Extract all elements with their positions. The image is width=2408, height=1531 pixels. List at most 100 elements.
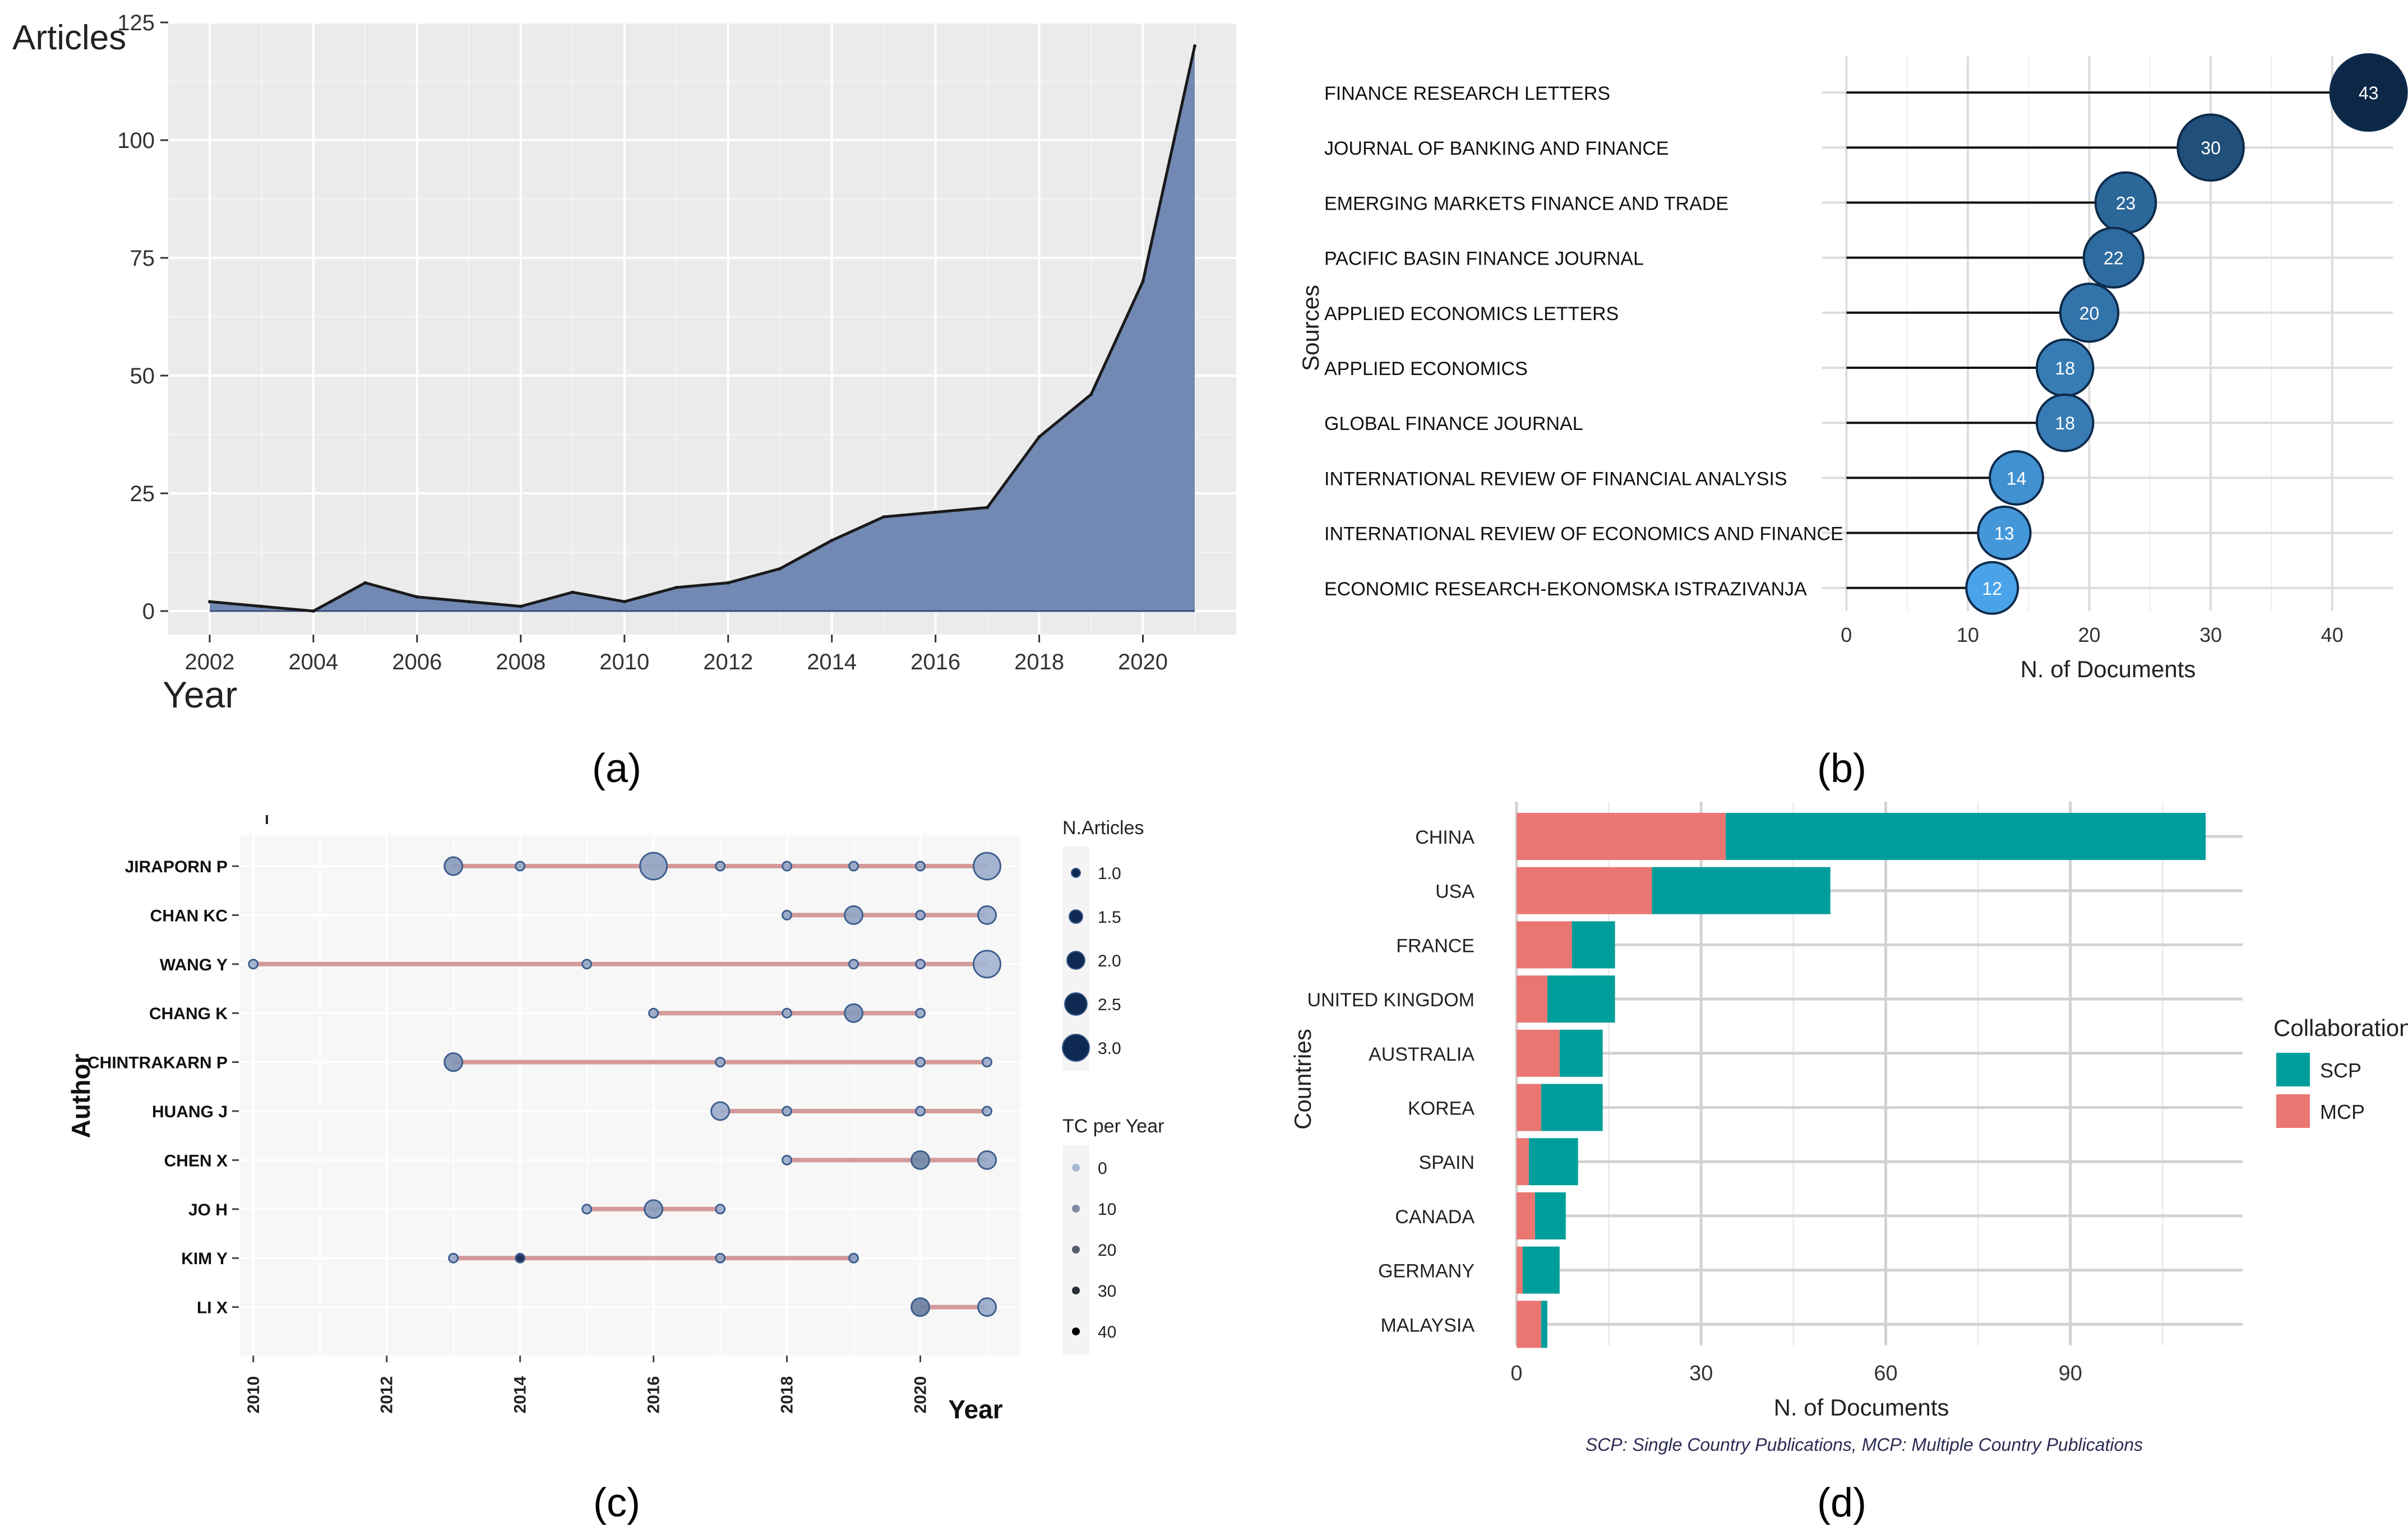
production-point — [782, 1154, 793, 1165]
data-label: 12 — [1982, 579, 2002, 599]
y-axis-title: Author — [66, 1054, 95, 1139]
production-point — [644, 1199, 664, 1219]
production-point — [715, 861, 726, 872]
bar-scp — [1541, 1084, 1603, 1131]
legend-articles-key — [1062, 1034, 1090, 1062]
author-label: CHANG K — [149, 1005, 228, 1023]
data-point — [674, 586, 678, 589]
legend-tc-key — [1072, 1205, 1080, 1213]
production-point — [848, 1252, 859, 1264]
country-label: SPAIN — [1418, 1152, 1475, 1173]
data-label: 30 — [2201, 138, 2221, 158]
production-point — [844, 905, 864, 925]
x-axis-title: Year — [948, 1395, 1002, 1424]
x-tick-label: 40 — [2321, 623, 2344, 646]
production-point — [977, 1297, 997, 1317]
x-tick-label: 20 — [2078, 623, 2100, 646]
production-point — [782, 909, 793, 921]
y-tick-label: 75 — [130, 246, 155, 271]
production-point — [977, 905, 997, 925]
bar-scp — [1528, 1138, 1578, 1186]
legend-title: Collaboration — [2273, 1015, 2408, 1041]
production-point — [782, 1007, 793, 1019]
legend-key-mcp — [2276, 1094, 2310, 1128]
data-point — [933, 510, 937, 514]
bar-scp — [1572, 921, 1615, 969]
legend-articles-label: 2.0 — [1098, 952, 1121, 970]
bar-mcp — [1517, 1138, 1529, 1186]
legend-articles-key — [1069, 909, 1083, 924]
production-point — [581, 1204, 593, 1215]
production-point — [915, 861, 926, 872]
x-tick-label: 2018 — [778, 1376, 797, 1414]
bar-scp — [1726, 813, 2206, 860]
lollipop-point — [2176, 113, 2245, 182]
bar-mcp — [1517, 813, 1726, 860]
author-label: CHINTRAKARN P — [87, 1054, 228, 1072]
lollipop-point — [1989, 450, 2044, 506]
bar-scp — [1559, 1029, 1603, 1077]
country-label: UNITED KINGDOM — [1307, 989, 1475, 1011]
data-point — [260, 604, 264, 608]
data-label: 13 — [1994, 524, 2014, 544]
bar-mcp — [1517, 1192, 1535, 1239]
data-point — [415, 595, 419, 599]
source-label: PACIFIC BASIN FINANCE JOURNAL — [1324, 248, 1644, 270]
panel-label-d: (d) — [1817, 1481, 1866, 1525]
panel-a-area-chart: 0 25 50 75 100 125 2002 2004 2006 2008 2010 2012 201… — [12, 11, 1236, 715]
data-point — [571, 590, 575, 594]
data-point — [830, 539, 834, 542]
legend-articles-label: 1.0 — [1098, 864, 1121, 883]
data-point — [1089, 392, 1093, 396]
legend-tc-label: 0 — [1098, 1159, 1107, 1178]
x-tick-label: 60 — [1874, 1362, 1897, 1385]
data-point — [207, 600, 211, 604]
x-tick-label: 2016 — [910, 650, 960, 674]
y-tick-label: 50 — [130, 364, 155, 388]
legend-tc-key — [1072, 1287, 1080, 1294]
bar-scp — [1535, 1192, 1566, 1239]
data-point — [622, 600, 626, 604]
x-tick-label: 0 — [1841, 623, 1852, 646]
bar-mcp — [1517, 921, 1572, 969]
area-line — [209, 45, 1196, 613]
x-tick-label: 2008 — [496, 650, 546, 674]
production-point — [248, 959, 259, 970]
bar-mcp — [1517, 1246, 1523, 1294]
data-label: 14 — [2007, 468, 2027, 488]
author-label: HUANG J — [152, 1103, 228, 1121]
country-label: KOREA — [1408, 1098, 1475, 1120]
country-label: CHINA — [1415, 827, 1475, 848]
panel-b-lollipop-chart: 0 10 20 30 40 FINANCE RESEARCH LETTERS JOURNAL… — [1297, 53, 2408, 682]
bar-scp — [1522, 1246, 1560, 1294]
lollipop-point — [2035, 393, 2095, 452]
x-tick-label: 30 — [1689, 1362, 1713, 1385]
y-tick-label: 25 — [130, 482, 155, 506]
x-axis-title: N. of Documents — [1774, 1394, 1949, 1421]
lollipop-point — [2059, 283, 2120, 343]
area-fill — [209, 46, 1195, 611]
x-tick-label: 2010 — [244, 1376, 263, 1414]
lollipop-point — [1977, 505, 2032, 561]
source-label: INTERNATIONAL REVIEW OF FINANCIAL ANALYS… — [1324, 468, 1787, 489]
legend-tc-key — [1072, 1164, 1080, 1172]
author-label: JIRAPORN P — [125, 858, 228, 876]
production-point — [848, 959, 859, 970]
legend-tc-label: 30 — [1098, 1282, 1116, 1301]
bar-mcp — [1517, 1029, 1560, 1077]
production-point — [910, 1150, 931, 1170]
x-axis-title: Year — [163, 674, 237, 715]
data-point — [882, 515, 886, 519]
production-point — [973, 950, 1002, 979]
x-tick-label: 2020 — [1118, 650, 1168, 674]
legend-tc-label: 20 — [1098, 1241, 1116, 1260]
bar-scp — [1652, 867, 1831, 914]
x-tick-label: 2002 — [184, 650, 234, 674]
source-label: EMERGING MARKETS FINANCE AND TRADE — [1324, 193, 1728, 214]
production-point — [443, 856, 464, 876]
x-axis-title: N. of Documents — [2021, 656, 2196, 682]
bar-scp — [1541, 1301, 1547, 1348]
legend-key-scp — [2276, 1053, 2310, 1086]
bar-mcp — [1517, 1084, 1541, 1131]
